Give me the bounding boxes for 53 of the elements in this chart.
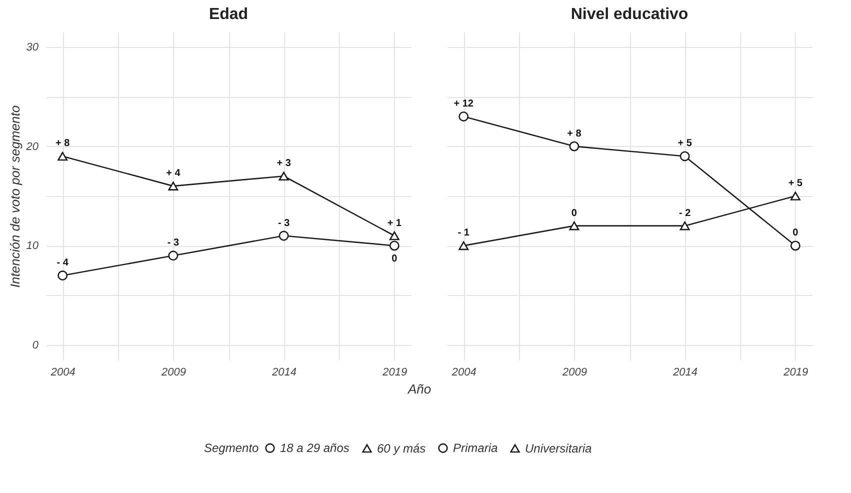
point [278, 230, 289, 241]
point [58, 152, 68, 161]
x-axis-title: Año [406, 382, 432, 396]
annotation: - 2 [678, 208, 692, 219]
point [58, 270, 68, 280]
point [278, 172, 289, 181]
annotation: + 3 [276, 158, 292, 170]
x-tick-label: 2004 [50, 366, 76, 378]
point [389, 240, 400, 251]
annotation: + 5 [678, 138, 692, 150]
point [680, 151, 690, 162]
point [168, 182, 178, 190]
point [458, 241, 469, 250]
point [790, 192, 800, 200]
x-tick-label: 2004 [450, 366, 476, 378]
x-tick-label: 2014 [271, 366, 297, 378]
legend-label: Universitaria [525, 441, 592, 456]
y-tick-label: 0 [32, 340, 40, 352]
annotation: + 8 [567, 128, 582, 140]
annotation: - 4 [56, 258, 69, 269]
x-tick-label: 2009 [160, 366, 186, 378]
annotation: + 4 [166, 168, 181, 180]
annotation: - 1 [458, 228, 470, 239]
annotation: + 8 [55, 138, 70, 150]
legend-label: 18 a 29 años [280, 441, 350, 456]
point [458, 112, 469, 122]
x-tick-label: 2009 [561, 366, 587, 378]
x-tick-label: 2014 [672, 366, 698, 378]
chart-title: Nivel educativo [570, 6, 688, 23]
y-tick-label: 10 [26, 240, 40, 252]
annotation: 0 [792, 228, 799, 239]
point [389, 231, 400, 240]
legend-label: Primaria [453, 441, 498, 456]
point [790, 240, 800, 251]
chart-title: Edad [208, 6, 248, 23]
point [569, 141, 580, 152]
point [569, 221, 580, 230]
annotation: + 1 [387, 218, 402, 229]
annotation: + 12 [454, 98, 474, 110]
x-tick-label: 2019 [782, 366, 808, 378]
x-tick-label: 2019 [382, 366, 408, 378]
annotation: - 3 [278, 218, 290, 229]
legend-label: 60 y más [377, 441, 426, 456]
y-tick-label: 30 [26, 41, 40, 54]
legend-title: Segmento [204, 441, 260, 455]
y-axis-title: Intención de voto por segmento [7, 105, 22, 288]
annotation: 0 [571, 208, 578, 219]
y-tick-label: 20 [25, 140, 40, 153]
point [168, 250, 178, 261]
annotation: - 3 [167, 238, 180, 249]
annotation: 0 [392, 254, 398, 265]
annotation: + 5 [788, 178, 803, 189]
point [680, 221, 690, 230]
